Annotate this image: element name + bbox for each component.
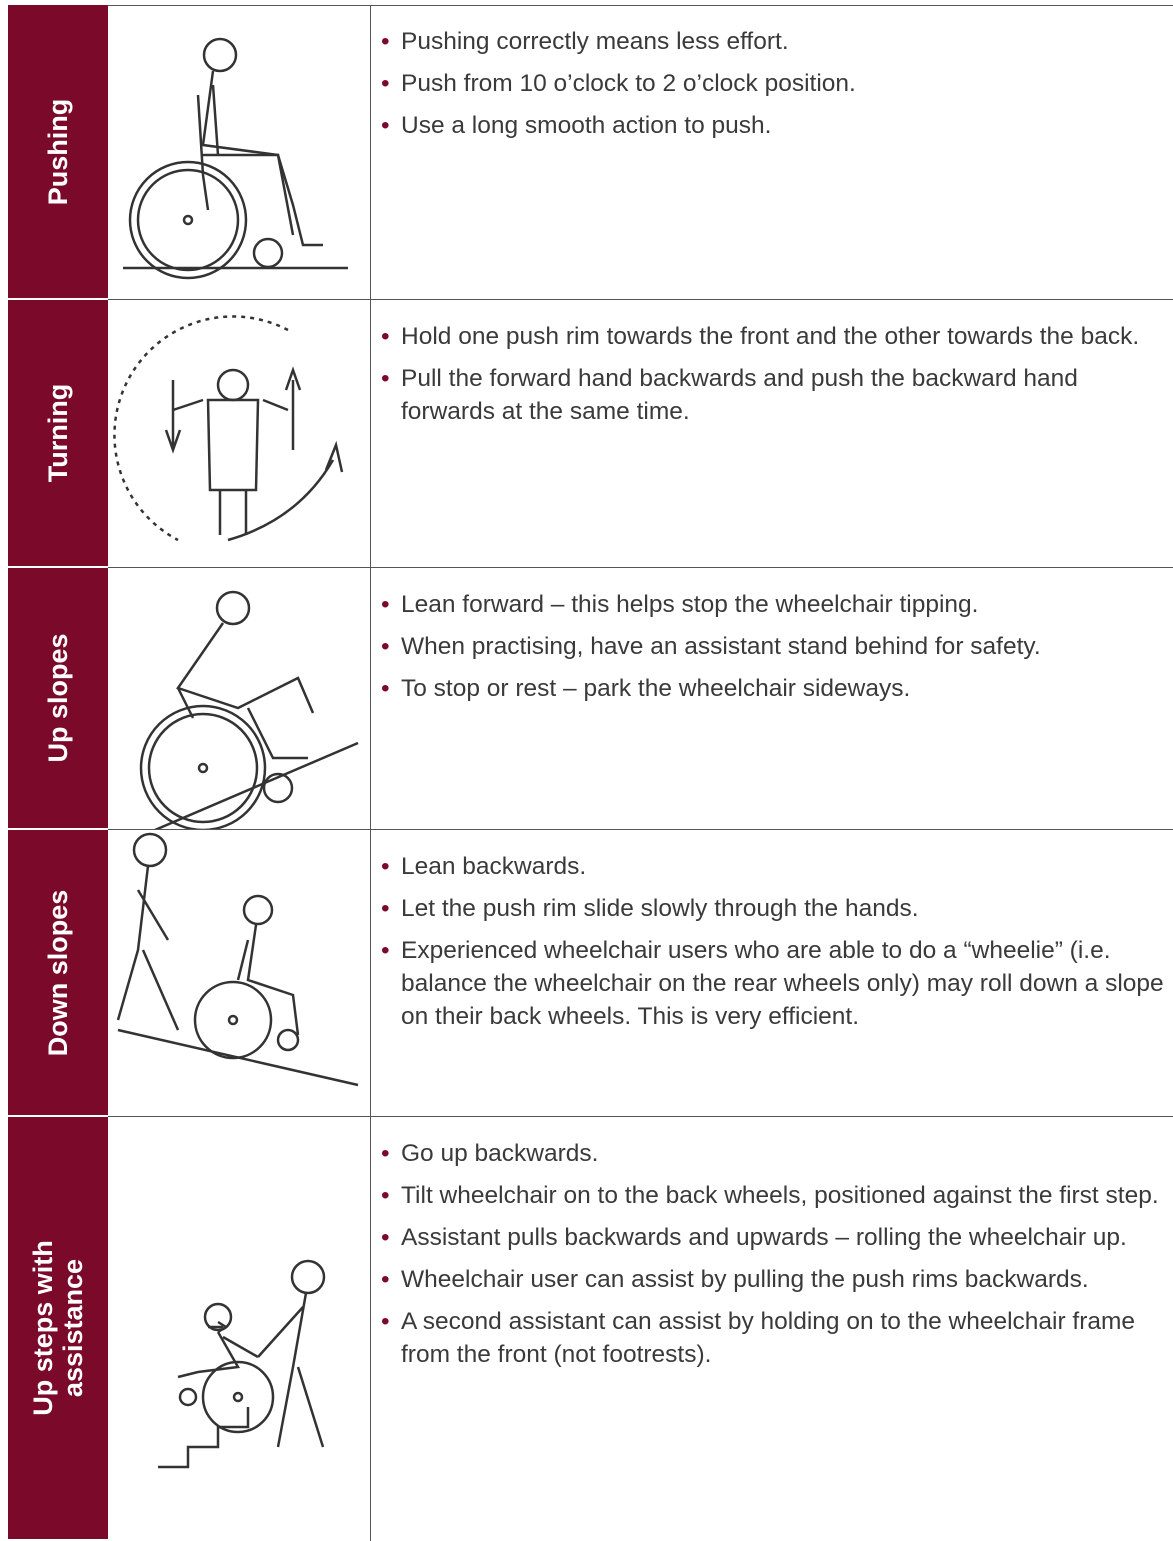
illustration [108,5,371,300]
row-label-cell: Turning [8,300,108,568]
row-separator [108,299,1173,300]
bullet: Hold one push rim towards the front and … [381,320,1169,353]
row: Up steps with assistance Go up backwards.… [0,1117,1173,1541]
bullet: Push from 10 o’clock to 2 o’clock positi… [381,67,1169,100]
bullet: Use a long smooth action to push. [381,109,1169,142]
bullet-list: Lean forward – this helps stop the wheel… [371,568,1173,830]
row: Pushing Pushing correctly means less effo… [0,5,1173,300]
bullet: Experienced wheelchair users who are abl… [381,934,1169,1033]
row-label: Up slopes [43,633,73,763]
bullet: Pushing correctly means less effort. [381,25,1169,58]
row: Turning Hold one push rim towards the fro… [0,300,1173,568]
bullet: Go up backwards. [381,1137,1169,1170]
top-border [108,5,1173,6]
row-label-cell: Pushing [8,5,108,300]
row-label: Pushing [43,98,73,205]
row: Up slopes Lean forward – this helps stop … [0,568,1173,830]
bullet: Lean backwards. [381,850,1169,883]
bullet: Tilt wheelchair on to the back wheels, p… [381,1179,1169,1212]
bullet-list: Hold one push rim towards the front and … [371,300,1173,568]
illustration [108,1117,371,1541]
bullet-list: Lean backwards. Let the push rim slide sl… [371,830,1173,1117]
illustration-drawing [123,37,348,280]
illustration-drawing [116,832,359,1087]
row-separator [108,829,1173,830]
row-label-cell: Down slopes [8,830,108,1117]
row-separator [108,567,1173,568]
row-label: Turning [43,383,73,483]
row-label-cell: Up steps with assistance [8,1117,108,1541]
illustration [108,830,371,1117]
bullet: A second assistant can assist by holding… [381,1305,1169,1371]
row-label-cell: Up slopes [8,568,108,830]
bullet: Wheelchair user can assist by pulling th… [381,1263,1169,1296]
row: Down slopes Lean backwards. Let the push r… [0,830,1173,1117]
bullet: To stop or rest – park the wheelchair si… [381,672,1169,705]
illustration-drawing [139,590,359,830]
bullet: When practising, have an assistant stand… [381,630,1169,663]
illustration [108,300,371,568]
illustration-drawing [113,315,344,542]
bullet: Pull the forward hand backwards and push… [381,362,1169,428]
bullet: Lean forward – this helps stop the wheel… [381,588,1169,621]
bullet-list: Pushing correctly means less effort. Push… [371,5,1173,300]
bullet: Assistant pulls backwards and upwards – … [381,1221,1169,1254]
row-separator [108,1116,1173,1117]
illustration [108,568,371,830]
row-label: Up steps with assistance [28,1240,88,1416]
bullet: Let the push rim slide slowly through th… [381,892,1169,925]
illustration-drawing [158,1259,326,1469]
row-label: Down slopes [43,889,73,1056]
bullet-list: Go up backwards. Tilt wheelchair on to th… [371,1117,1173,1541]
